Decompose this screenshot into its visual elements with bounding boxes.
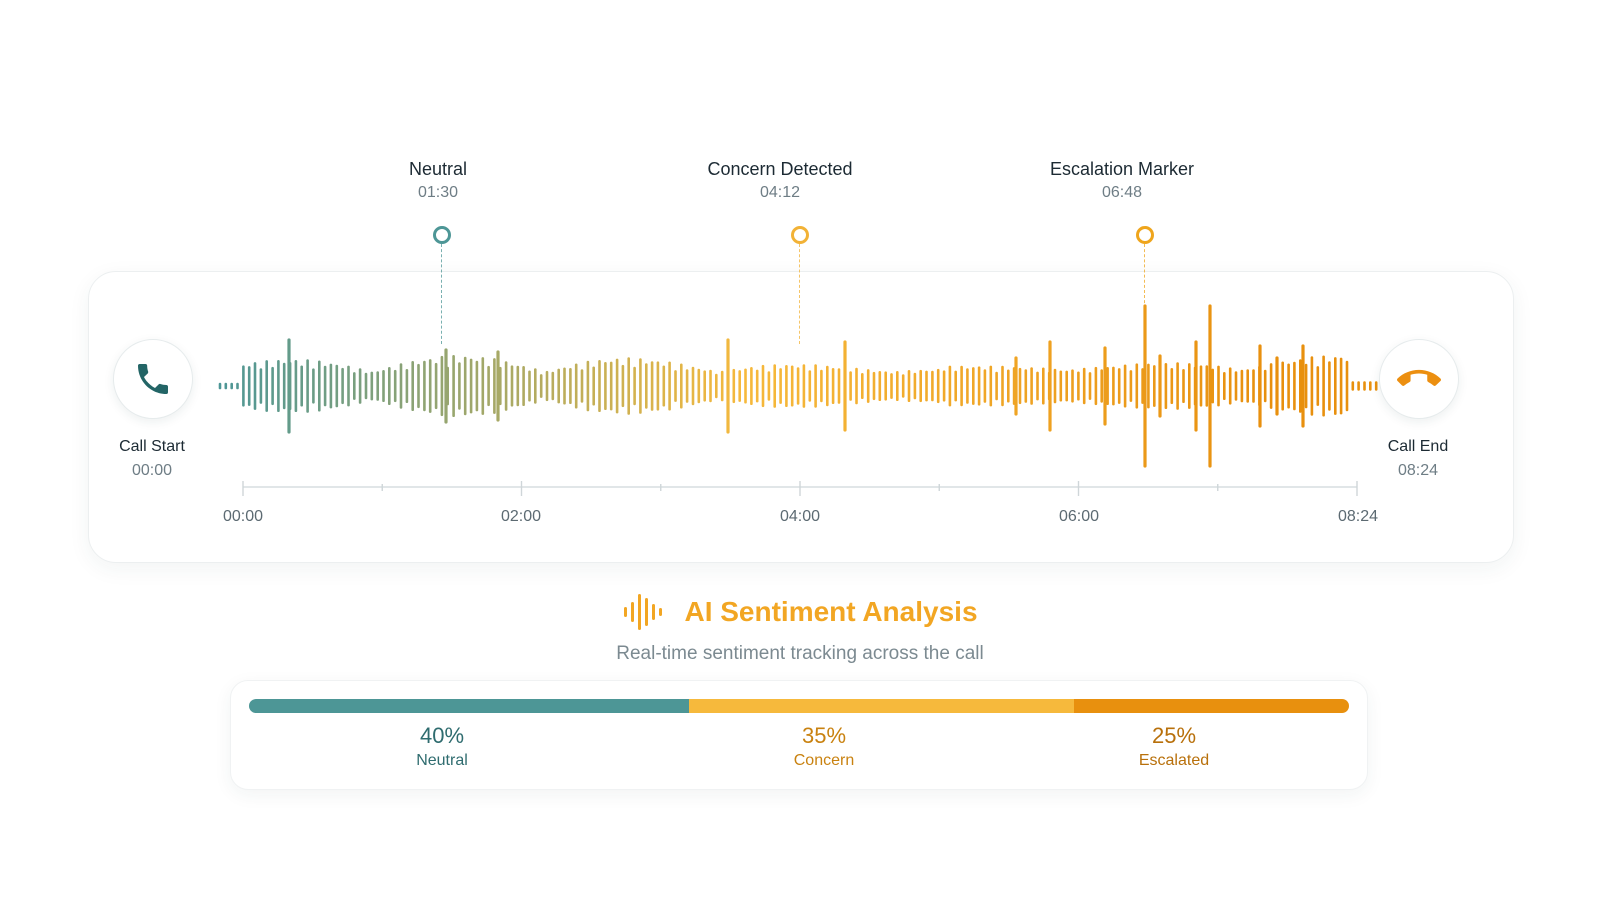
segment-escalated (1074, 699, 1349, 713)
marker-time: 04:12 (759, 184, 801, 201)
tick-label: 04:00 (779, 508, 821, 525)
marker-escalation[interactable]: Escalation Marker 06:48 (1002, 158, 1242, 203)
marker-line-neutral (441, 244, 443, 344)
marker-dot-escalation[interactable] (1135, 226, 1154, 244)
call-end-label: Call End (1387, 438, 1449, 455)
tick-label: 08:24 (1337, 508, 1379, 525)
tick-label: 00:00 (222, 508, 264, 525)
analysis-header: AI Sentiment Analysis (0, 590, 1600, 634)
marker-line-concern (799, 244, 801, 344)
tick-label: 06:00 (1058, 508, 1100, 525)
tick-label: 02:00 (500, 508, 542, 525)
stat-label: Neutral (416, 752, 468, 769)
call-end-time: 08:24 (1397, 462, 1439, 479)
phone-hangup-icon (1397, 369, 1441, 386)
marker-label: Concern Detected (707, 159, 853, 179)
stat-escalated: 25% Escalated (1074, 723, 1274, 771)
marker-neutral[interactable]: Neutral 01:30 (318, 158, 558, 203)
stat-neutral: 40% Neutral (342, 723, 542, 771)
page-title: AI Sentiment Analysis (684, 596, 978, 627)
call-start-info: Call Start 00:00 (82, 437, 222, 481)
marker-label: Escalation Marker (1049, 159, 1195, 179)
stat-label: Escalated (1138, 752, 1210, 769)
marker-line-escalation (1144, 244, 1146, 344)
call-start-time: 00:00 (131, 462, 173, 479)
sentiment-distribution-card: 40% Neutral 35% Concern 25% Escalated (230, 680, 1368, 790)
stat-label: Concern (793, 752, 855, 769)
audio-wave-icon (624, 594, 663, 630)
stat-value: 35% (801, 723, 847, 748)
stat-value: 40% (419, 723, 465, 748)
call-timeline-card (88, 271, 1514, 563)
marker-concern[interactable]: Concern Detected 04:12 (660, 158, 900, 203)
segment-concern (689, 699, 1074, 713)
call-start-button[interactable] (113, 339, 193, 419)
sentiment-distribution-bar (249, 699, 1349, 713)
call-end-button[interactable] (1379, 339, 1459, 419)
marker-label: Neutral (408, 159, 468, 179)
marker-dot-concern[interactable] (791, 226, 809, 244)
marker-time: 01:30 (417, 184, 459, 201)
marker-time: 06:48 (1101, 184, 1143, 201)
marker-dot-neutral[interactable] (432, 226, 451, 244)
segment-neutral (249, 699, 689, 713)
call-end-info: Call End 08:24 (1348, 437, 1488, 481)
page-subtitle: Real-time sentiment tracking across the … (616, 643, 984, 664)
phone-icon (138, 364, 168, 394)
call-start-label: Call Start (119, 438, 185, 455)
stat-concern: 35% Concern (724, 723, 924, 771)
stat-value: 25% (1151, 723, 1197, 748)
